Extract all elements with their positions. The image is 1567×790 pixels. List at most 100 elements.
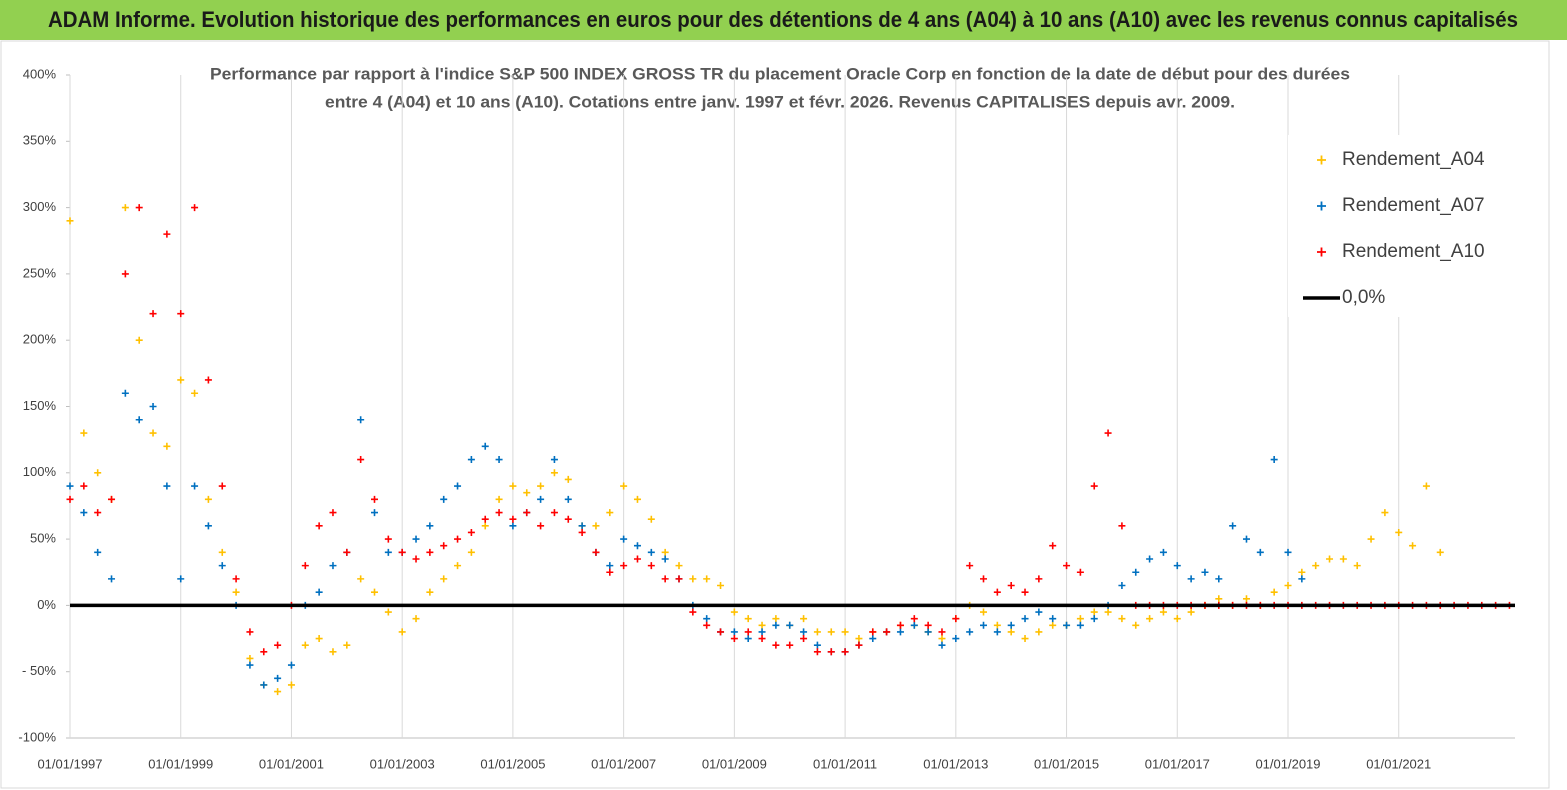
point	[1298, 575, 1306, 583]
point	[509, 482, 517, 490]
point	[1063, 562, 1071, 570]
point	[1104, 429, 1112, 437]
y-tick-label: 200%	[23, 332, 57, 347]
x-tick-label: 01/01/1997	[37, 756, 102, 771]
point	[1215, 595, 1223, 603]
point	[149, 403, 157, 410]
point	[1118, 615, 1126, 623]
point	[232, 575, 240, 583]
point	[966, 562, 974, 570]
point	[730, 628, 738, 636]
legend-label: Rendement_A10	[1342, 241, 1485, 262]
point	[108, 575, 116, 583]
point	[495, 456, 503, 464]
header-bar	[0, 0, 1567, 40]
point	[1159, 548, 1167, 556]
point	[800, 628, 808, 636]
point	[121, 270, 129, 278]
point	[1007, 621, 1015, 629]
point	[550, 509, 558, 517]
point	[813, 641, 821, 649]
point	[1270, 456, 1278, 464]
point	[1021, 615, 1029, 623]
point	[855, 641, 863, 649]
point	[924, 621, 932, 629]
plot	[66, 204, 1515, 696]
point	[274, 641, 282, 649]
point	[938, 641, 946, 649]
point	[689, 575, 697, 583]
point	[647, 548, 655, 556]
point	[426, 522, 434, 530]
point	[966, 628, 974, 636]
point	[94, 509, 102, 517]
point	[1436, 548, 1444, 556]
point	[1159, 608, 1167, 616]
point	[855, 635, 863, 643]
point	[1339, 555, 1347, 563]
point	[371, 495, 379, 503]
point	[1395, 528, 1403, 536]
point	[661, 575, 669, 583]
point	[357, 575, 365, 583]
point	[1242, 535, 1250, 543]
grid: -100% - 50% 0% 50% 100% 150% 200% 250% 300% 350% 4…	[18, 66, 1515, 771]
point	[218, 548, 226, 556]
point	[537, 495, 545, 503]
y-tick-label: 400%	[23, 66, 57, 81]
point	[1090, 608, 1098, 616]
point	[730, 635, 738, 643]
legend-label: Rendement_A04	[1342, 149, 1485, 170]
point	[163, 442, 171, 450]
point	[1049, 615, 1057, 623]
point	[1090, 615, 1098, 623]
point	[1353, 562, 1361, 570]
point	[66, 495, 74, 503]
point	[1049, 542, 1057, 550]
x-tick-label: 01/01/2013	[923, 756, 988, 771]
point	[274, 688, 282, 696]
point	[1063, 621, 1071, 629]
point	[883, 628, 891, 636]
point	[703, 621, 711, 629]
point	[606, 509, 614, 517]
y-tick-label: 50%	[30, 531, 56, 546]
point	[938, 635, 946, 643]
point	[412, 615, 420, 623]
point	[661, 548, 669, 556]
point	[993, 628, 1001, 636]
y-tick-label: 250%	[23, 265, 57, 280]
point	[1367, 535, 1375, 543]
point	[467, 528, 475, 536]
point	[647, 562, 655, 570]
point	[135, 416, 143, 424]
point	[537, 522, 545, 530]
point	[689, 608, 697, 616]
point	[1422, 482, 1430, 490]
point	[703, 575, 711, 583]
point	[633, 495, 641, 503]
point	[730, 608, 738, 616]
point	[1035, 628, 1043, 636]
point	[1104, 608, 1112, 616]
point	[1049, 621, 1057, 629]
point	[758, 635, 766, 643]
point	[1007, 582, 1015, 590]
point	[827, 648, 835, 656]
point	[993, 621, 1001, 629]
point	[260, 681, 268, 689]
point	[896, 628, 904, 636]
legend-marker	[1317, 201, 1326, 211]
point	[980, 575, 988, 583]
point	[343, 548, 351, 556]
point	[523, 489, 531, 497]
point	[1215, 575, 1223, 583]
y-tick-label: - 50%	[22, 663, 56, 678]
point	[1146, 615, 1154, 623]
point	[620, 482, 628, 490]
point	[523, 509, 531, 517]
point	[467, 456, 475, 464]
point	[357, 456, 365, 464]
legend: Rendement_A04 Rendement_A07 Rendement_A10 0…	[1288, 135, 1500, 317]
point	[454, 482, 462, 490]
